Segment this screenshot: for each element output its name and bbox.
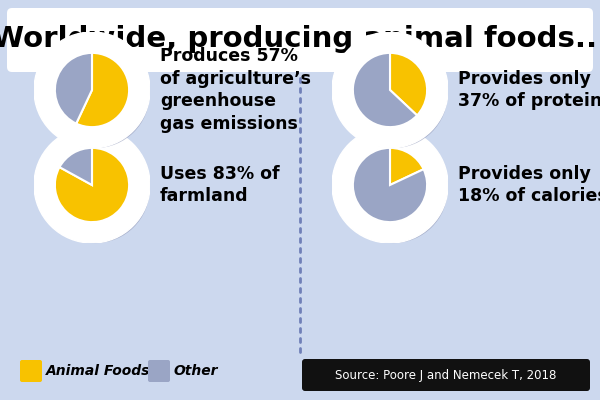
Wedge shape xyxy=(353,53,417,127)
Wedge shape xyxy=(55,148,129,222)
Circle shape xyxy=(332,127,448,243)
Text: Produces 57%
of agriculture’s
greenhouse
gas emissions: Produces 57% of agriculture’s greenhouse… xyxy=(160,47,311,133)
Circle shape xyxy=(34,32,150,148)
Wedge shape xyxy=(390,53,427,116)
Text: Worldwide, producing animal foods...: Worldwide, producing animal foods... xyxy=(0,25,600,53)
Wedge shape xyxy=(76,53,129,127)
Wedge shape xyxy=(390,148,424,185)
Text: Other: Other xyxy=(174,364,218,378)
FancyBboxPatch shape xyxy=(302,359,590,391)
FancyBboxPatch shape xyxy=(20,360,42,382)
FancyBboxPatch shape xyxy=(148,360,170,382)
Text: Provides only
18% of calories: Provides only 18% of calories xyxy=(458,164,600,206)
Text: Provides only
37% of protein: Provides only 37% of protein xyxy=(458,70,600,110)
FancyBboxPatch shape xyxy=(7,8,593,72)
Circle shape xyxy=(34,127,150,243)
Text: Uses 83% of
farmland: Uses 83% of farmland xyxy=(160,164,280,206)
Circle shape xyxy=(340,41,447,147)
Text: Animal Foods: Animal Foods xyxy=(46,364,151,378)
Wedge shape xyxy=(55,53,92,124)
Circle shape xyxy=(42,41,149,147)
Wedge shape xyxy=(59,148,92,185)
Wedge shape xyxy=(353,148,427,222)
Circle shape xyxy=(332,32,448,148)
Circle shape xyxy=(42,136,149,242)
Circle shape xyxy=(340,136,447,242)
Text: Source: Poore J and Nemecek T, 2018: Source: Poore J and Nemecek T, 2018 xyxy=(335,368,557,382)
